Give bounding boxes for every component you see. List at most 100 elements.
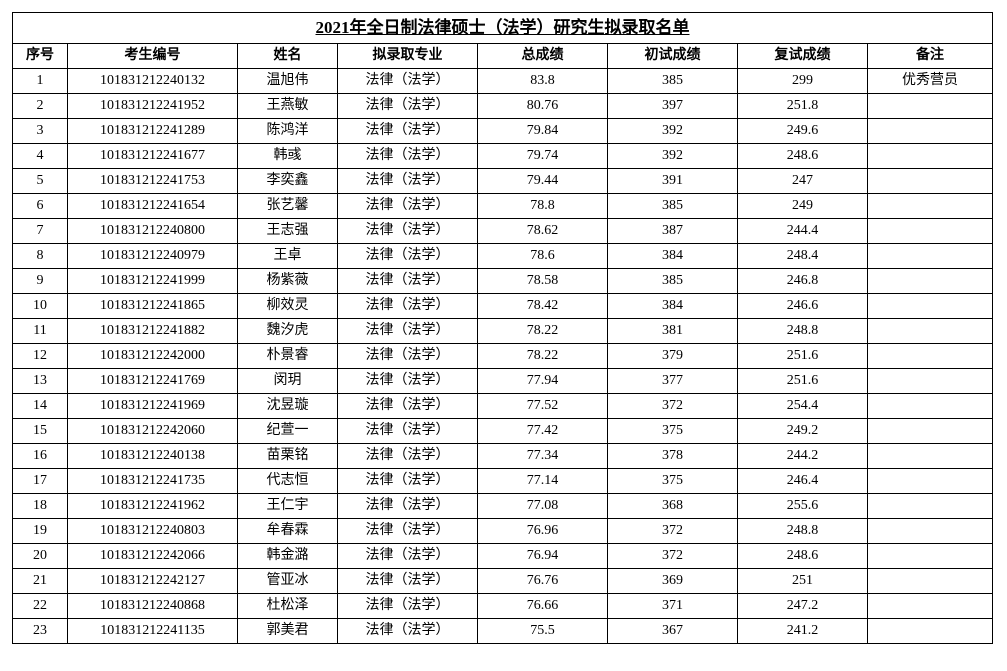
table-row: 17101831212241735代志恒法律（法学）77.14375246.4 (13, 469, 993, 494)
table-cell: 8 (13, 244, 68, 269)
table-cell: 13 (13, 369, 68, 394)
table-cell: 80.76 (478, 94, 608, 119)
table-row: 16101831212240138苗栗铭法律（法学）77.34378244.2 (13, 444, 993, 469)
table-cell: 251.8 (738, 94, 868, 119)
table-cell: 王燕敏 (238, 94, 338, 119)
table-cell: 251 (738, 569, 868, 594)
table-cell: 371 (608, 594, 738, 619)
table-cell: 101831212240800 (68, 219, 238, 244)
table-row: 4101831212241677韩彧法律（法学）79.74392248.6 (13, 144, 993, 169)
table-cell (868, 344, 993, 369)
table-cell (868, 369, 993, 394)
table-cell: 299 (738, 69, 868, 94)
table-cell: 392 (608, 144, 738, 169)
table-cell: 法律（法学） (338, 519, 478, 544)
table-cell: 372 (608, 544, 738, 569)
table-cell (868, 519, 993, 544)
table-cell: 101831212240803 (68, 519, 238, 544)
table-cell: 朴景睿 (238, 344, 338, 369)
table-cell: 9 (13, 269, 68, 294)
table-cell: 牟春霖 (238, 519, 338, 544)
table-cell: 管亚冰 (238, 569, 338, 594)
table-cell: 372 (608, 394, 738, 419)
table-cell: 248.6 (738, 544, 868, 569)
table-cell: 法律（法学） (338, 119, 478, 144)
table-cell: 384 (608, 294, 738, 319)
col-name: 姓名 (238, 44, 338, 69)
table-cell: 5 (13, 169, 68, 194)
table-cell: 391 (608, 169, 738, 194)
table-cell: 杨紫薇 (238, 269, 338, 294)
table-cell: 101831212240138 (68, 444, 238, 469)
table-cell: 19 (13, 519, 68, 544)
table-cell (868, 619, 993, 644)
table-cell: 77.42 (478, 419, 608, 444)
table-cell: 101831212240132 (68, 69, 238, 94)
table-cell: 法律（法学） (338, 94, 478, 119)
table-row: 3101831212241289陈鸿洋法律（法学）79.84392249.6 (13, 119, 993, 144)
table-cell: 392 (608, 119, 738, 144)
table-cell: 241.2 (738, 619, 868, 644)
title-row: 2021年全日制法律硕士（法学）研究生拟录取名单 (13, 13, 993, 44)
table-cell: 384 (608, 244, 738, 269)
table-cell (868, 419, 993, 444)
table-cell: 2 (13, 94, 68, 119)
table-cell: 244.4 (738, 219, 868, 244)
table-cell: 381 (608, 319, 738, 344)
table-cell: 王卓 (238, 244, 338, 269)
table-row: 5101831212241753李奕鑫法律（法学）79.44391247 (13, 169, 993, 194)
table-cell: 法律（法学） (338, 344, 478, 369)
table-cell: 法律（法学） (338, 244, 478, 269)
table-cell (868, 169, 993, 194)
table-cell: 77.52 (478, 394, 608, 419)
table-cell: 77.08 (478, 494, 608, 519)
table-cell (868, 469, 993, 494)
table-cell: 246.4 (738, 469, 868, 494)
table-cell: 75.5 (478, 619, 608, 644)
table-cell: 249.6 (738, 119, 868, 144)
table-cell: 法律（法学） (338, 369, 478, 394)
col-first: 初试成绩 (608, 44, 738, 69)
table-cell (868, 269, 993, 294)
table-cell: 247.2 (738, 594, 868, 619)
table-cell: 244.2 (738, 444, 868, 469)
table-cell: 杜松泽 (238, 594, 338, 619)
table-cell: 387 (608, 219, 738, 244)
table-cell: 76.96 (478, 519, 608, 544)
table-row: 2101831212241952王燕敏法律（法学）80.76397251.8 (13, 94, 993, 119)
table-cell: 248.8 (738, 519, 868, 544)
table-cell: 246.6 (738, 294, 868, 319)
table-cell: 248.6 (738, 144, 868, 169)
table-cell: 379 (608, 344, 738, 369)
table-cell (868, 444, 993, 469)
table-cell (868, 319, 993, 344)
table-row: 9101831212241999杨紫薇法律（法学）78.58385246.8 (13, 269, 993, 294)
table-row: 10101831212241865柳效灵法律（法学）78.42384246.6 (13, 294, 993, 319)
table-cell: 251.6 (738, 344, 868, 369)
table-cell: 优秀营员 (868, 69, 993, 94)
table-cell: 254.4 (738, 394, 868, 419)
table-cell: 23 (13, 619, 68, 644)
table-cell: 367 (608, 619, 738, 644)
table-cell (868, 494, 993, 519)
table-cell: 法律（法学） (338, 144, 478, 169)
table-cell: 101831212241654 (68, 194, 238, 219)
table-cell: 76.94 (478, 544, 608, 569)
table-cell: 378 (608, 444, 738, 469)
table-cell: 3 (13, 119, 68, 144)
table-cell: 248.4 (738, 244, 868, 269)
table-cell: 77.14 (478, 469, 608, 494)
table-cell: 101831212241999 (68, 269, 238, 294)
table-cell: 法律（法学） (338, 494, 478, 519)
table-cell: 法律（法学） (338, 444, 478, 469)
table-cell: 78.22 (478, 319, 608, 344)
table-cell: 7 (13, 219, 68, 244)
table-cell: 法律（法学） (338, 269, 478, 294)
table-row: 7101831212240800王志强法律（法学）78.62387244.4 (13, 219, 993, 244)
table-cell (868, 219, 993, 244)
table-cell: 79.84 (478, 119, 608, 144)
col-note: 备注 (868, 44, 993, 69)
table-row: 23101831212241135郭美君法律（法学）75.5367241.2 (13, 619, 993, 644)
table-cell: 法律（法学） (338, 169, 478, 194)
table-cell: 法律（法学） (338, 194, 478, 219)
